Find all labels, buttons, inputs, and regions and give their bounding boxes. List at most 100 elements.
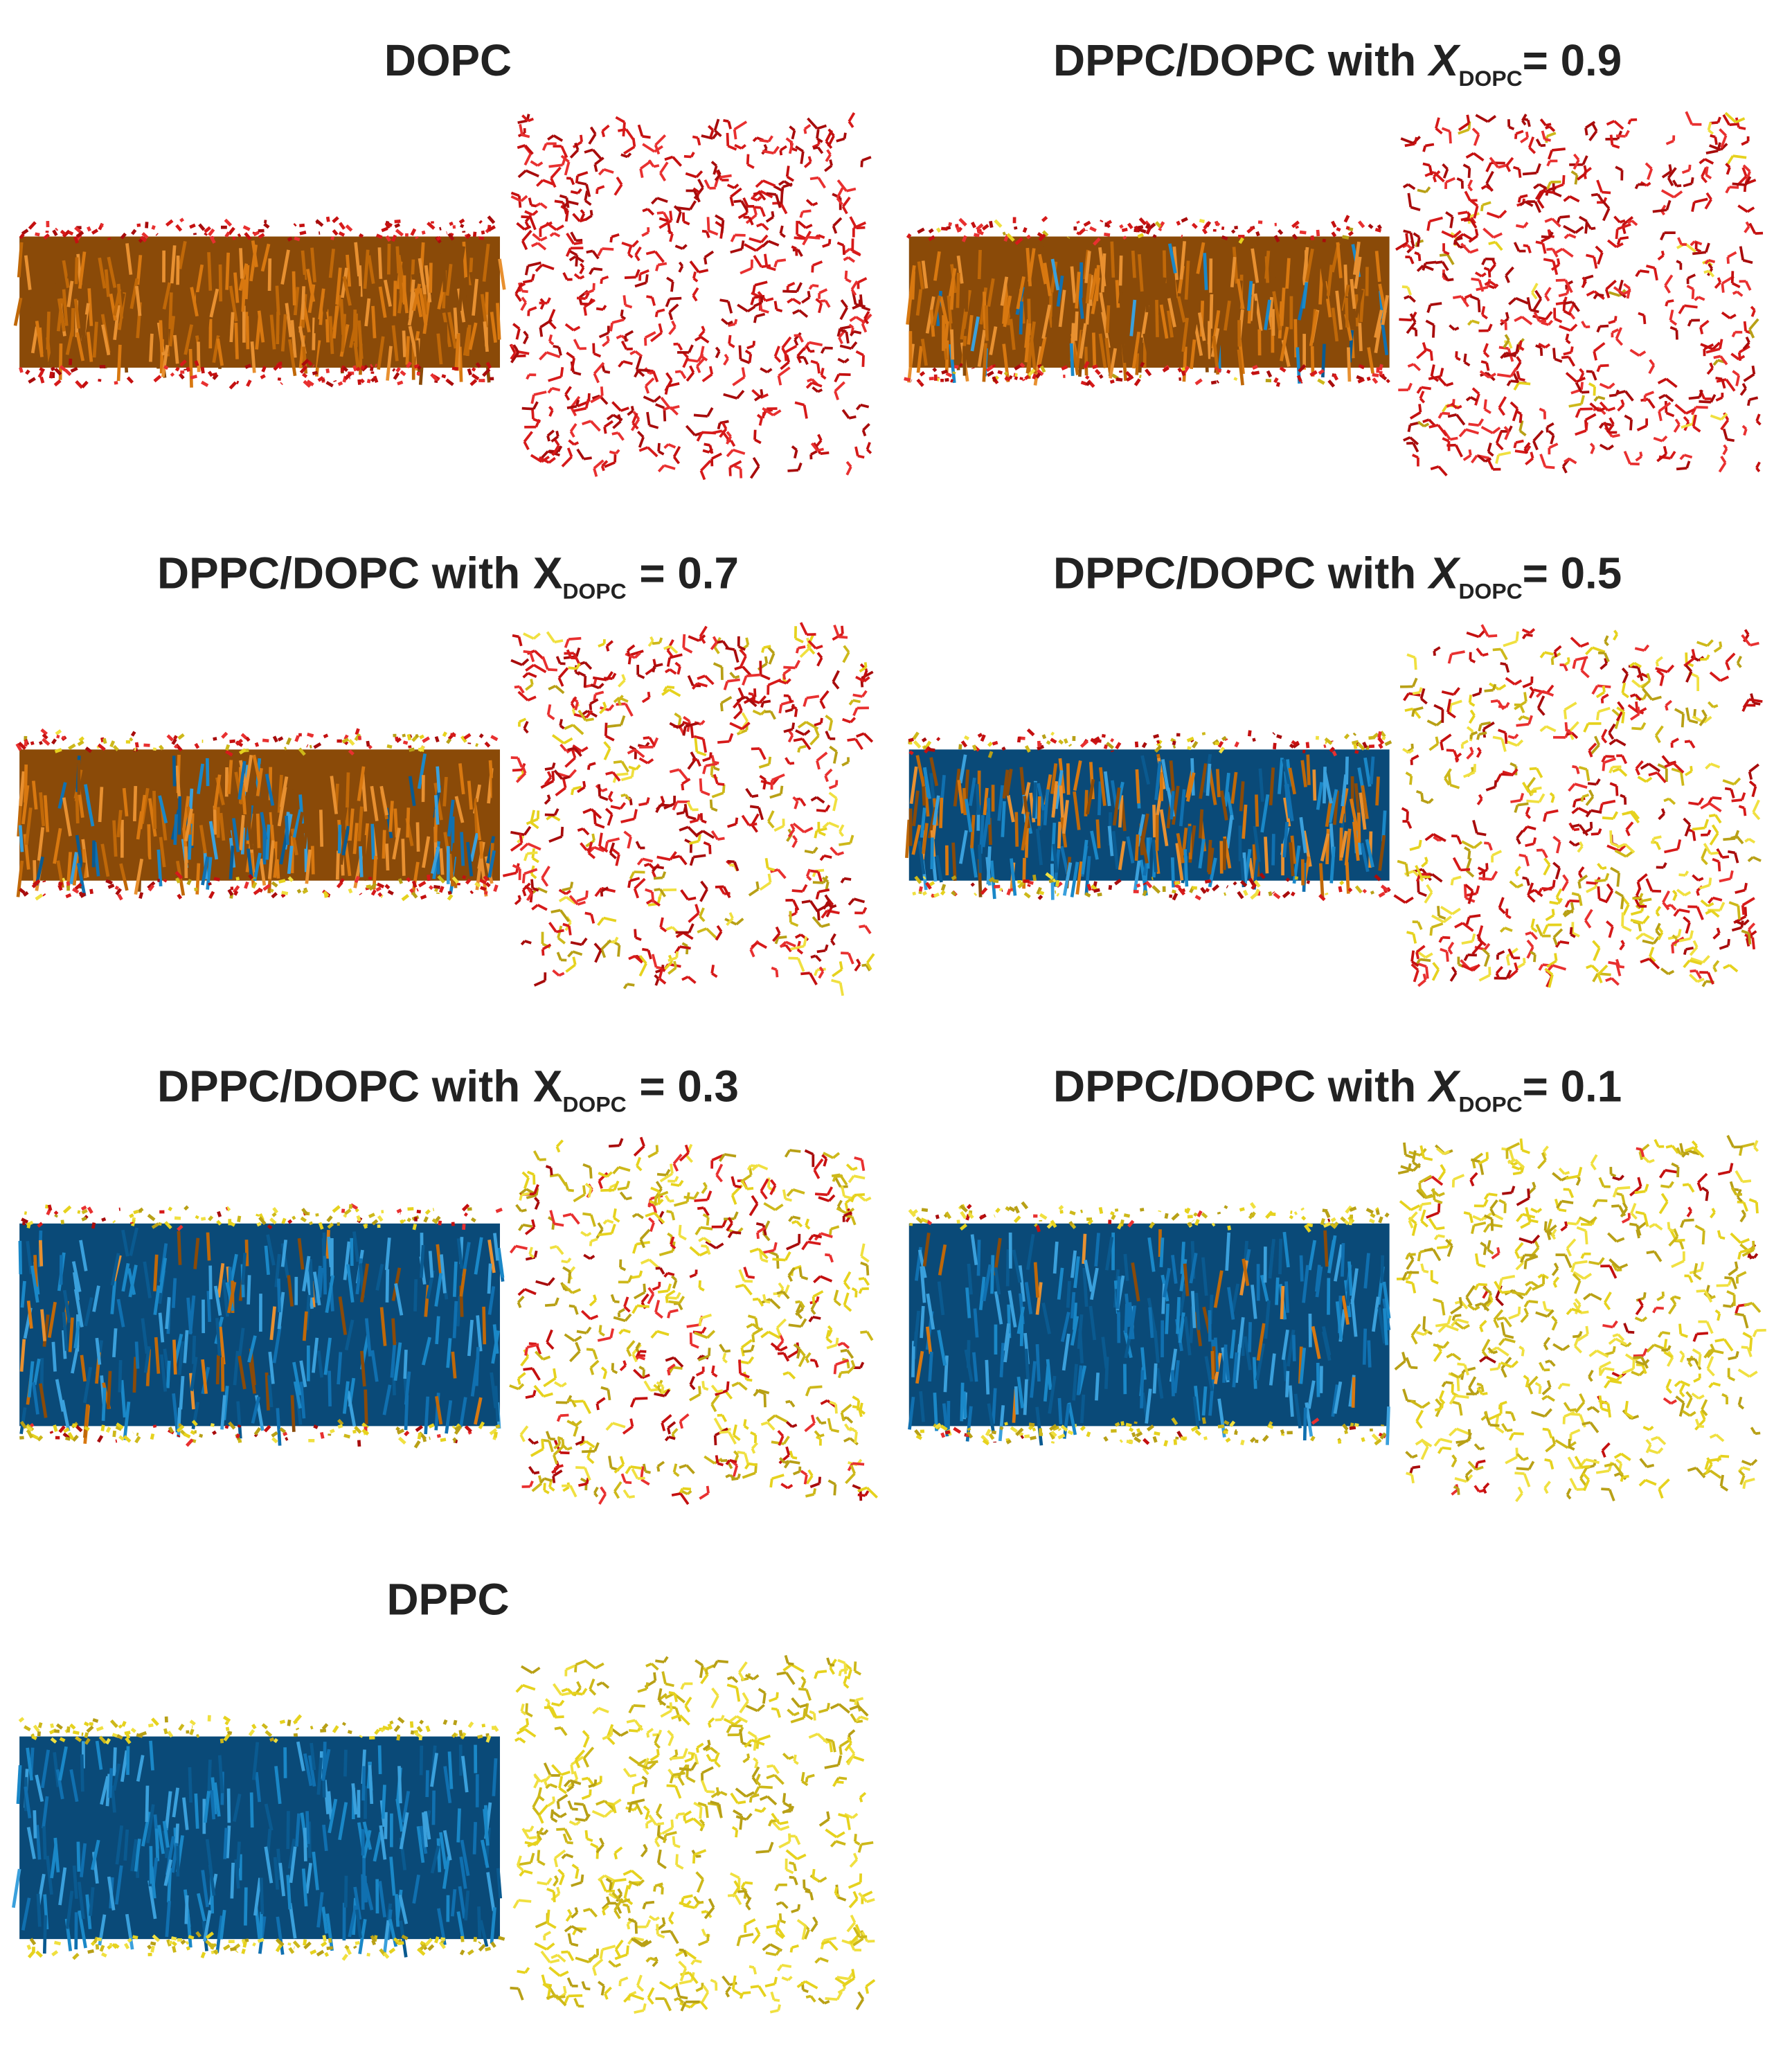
lipid-tail xyxy=(406,807,411,838)
lipid-head-top xyxy=(717,640,724,644)
lipid-head-top xyxy=(742,675,748,686)
lipid-head-top xyxy=(707,125,714,132)
lipid-head-top xyxy=(1750,310,1756,317)
lipid-head xyxy=(992,740,998,746)
lipid-head-top xyxy=(692,271,697,279)
lipid-tail xyxy=(85,806,91,835)
lipid-head xyxy=(68,743,76,751)
lipid-head-top xyxy=(523,727,529,734)
lipid-head-top xyxy=(1631,679,1641,688)
lipid-head-top xyxy=(1566,339,1571,345)
lipid-head-top xyxy=(1562,874,1569,882)
lipid-head-top xyxy=(1426,304,1432,314)
lipid-head-top xyxy=(544,813,555,816)
lipid-head-top xyxy=(799,646,812,659)
lipid-head-top xyxy=(1750,305,1756,312)
lipid-head-top xyxy=(758,192,767,201)
lipid-head-top xyxy=(1540,143,1546,148)
lipid-head xyxy=(1374,228,1382,233)
lipid-head-top xyxy=(1654,725,1664,737)
lipid-head-top xyxy=(816,363,821,374)
lipid-head-top xyxy=(1535,344,1542,349)
lipid-head-top xyxy=(1663,797,1670,803)
lipid-head-top xyxy=(1660,232,1666,241)
lipid-head-top xyxy=(558,895,567,902)
lipid-head-top xyxy=(1690,766,1693,771)
lipid-head-top xyxy=(1734,830,1740,839)
lipid-head-top xyxy=(1471,942,1483,955)
lipid-head-top xyxy=(589,704,593,710)
lipid-head-top xyxy=(1425,319,1435,326)
lipid-head-top xyxy=(569,149,580,159)
lipid-head-top xyxy=(1404,143,1415,148)
lipid-tail xyxy=(468,258,474,285)
lipid-head-top xyxy=(1481,314,1488,320)
lipid-head-top xyxy=(1684,770,1692,776)
lipid-head-top xyxy=(649,424,659,429)
lipid-head-top xyxy=(1609,767,1614,774)
lipid-head-top xyxy=(863,676,870,683)
title-subscript: DOPC xyxy=(1459,66,1523,91)
lipid-tail xyxy=(1331,307,1339,342)
lipid-head-top xyxy=(654,888,661,892)
lipid-head-top xyxy=(677,665,681,675)
lipid-head-top xyxy=(601,130,606,138)
lipid-head-top xyxy=(1636,672,1642,679)
lipid-head-top xyxy=(1743,919,1750,926)
lipid-head-top xyxy=(645,377,655,387)
lipid-tail xyxy=(1135,769,1140,804)
lipid-head-top xyxy=(765,215,774,223)
lipid-head-top xyxy=(1533,312,1541,322)
lipid-head xyxy=(1139,361,1145,368)
lipid-head-top xyxy=(557,667,569,679)
lipid-head-top xyxy=(689,819,699,824)
lipid-head-top xyxy=(1720,413,1728,421)
lipid-head-top xyxy=(611,401,622,412)
lipid-head-top xyxy=(832,217,843,227)
lipid-head xyxy=(1217,740,1224,748)
lipid-head-top xyxy=(1509,401,1518,410)
lipid-head-top xyxy=(791,445,798,452)
lipid-tail xyxy=(1075,861,1084,895)
lipid-head xyxy=(381,226,388,233)
lipid-head-top xyxy=(667,443,677,449)
lipid-head-top xyxy=(830,846,839,856)
lipid-tail xyxy=(267,840,275,879)
lipid-head-top xyxy=(570,941,582,947)
lipid-head-top xyxy=(733,129,737,140)
lipid-head-top xyxy=(1719,339,1723,350)
lipid-head xyxy=(976,223,984,231)
lipid-head xyxy=(1172,893,1179,901)
lipid-head-top xyxy=(629,650,644,656)
lipid-head-top xyxy=(816,796,825,804)
lipid-head-top xyxy=(585,890,589,898)
lipid-head-top xyxy=(1563,350,1572,356)
lipid-head-top xyxy=(562,779,567,789)
lipid-head-top xyxy=(551,734,565,744)
lipid-head-top xyxy=(831,978,841,984)
lipid-head xyxy=(1234,741,1239,748)
lipid-tail xyxy=(924,786,930,817)
lipid-tail xyxy=(91,840,96,868)
lipid-head-top xyxy=(1515,129,1524,135)
lipid-tail xyxy=(305,849,312,884)
lipid-head xyxy=(87,226,91,232)
lipid-head-top xyxy=(1581,391,1590,394)
lipid-head-top xyxy=(803,161,812,168)
lipid-head xyxy=(355,366,361,372)
lipid-head xyxy=(357,735,362,740)
lipid-tail xyxy=(957,780,965,814)
lipid-head xyxy=(951,891,957,897)
lipid-head-top xyxy=(834,391,840,400)
lipid-head xyxy=(1058,739,1064,745)
lipid-head-top xyxy=(1485,170,1494,184)
lipid-head-top xyxy=(1487,323,1493,332)
lipid-head-top xyxy=(564,323,575,332)
lipid-tail xyxy=(75,834,84,868)
lipid-tail xyxy=(159,320,164,352)
lipid-head-top xyxy=(1664,274,1674,287)
lipid-head xyxy=(323,733,329,739)
lipid-head-top xyxy=(688,896,697,901)
lipid-head-top xyxy=(753,191,760,196)
lipid-tail xyxy=(1032,782,1037,819)
